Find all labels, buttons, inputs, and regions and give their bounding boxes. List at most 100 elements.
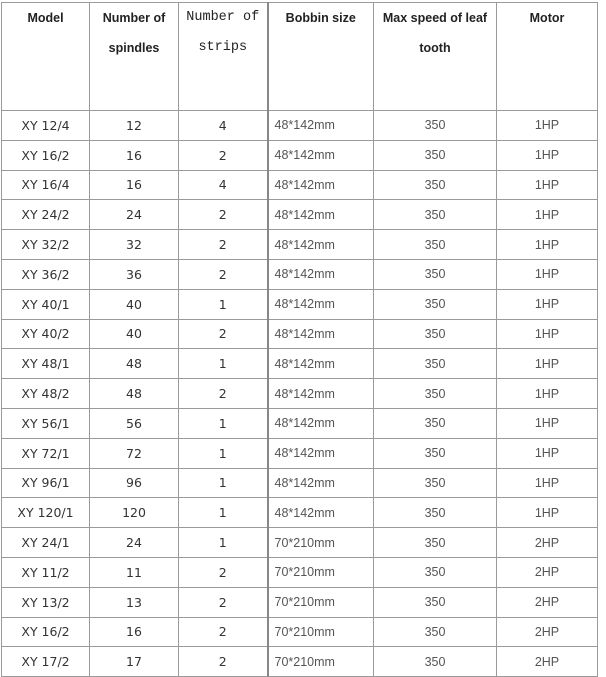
table-row: XY 12/4 12 4 48*142mm 350 1HP [1, 110, 598, 141]
cell-spindles: 24 [89, 199, 179, 231]
cell-motor: 1HP [496, 139, 598, 171]
cell-motor: 1HP [496, 378, 598, 409]
cell-bobbin-size: 48*142mm [266, 437, 374, 469]
cell-max-speed: 350 [373, 288, 497, 320]
cell-model: XY 56/1 [1, 407, 90, 439]
cell-spindles: 48 [89, 348, 179, 380]
cell-motor: 2HP [496, 527, 598, 558]
table-body: XY 12/4 12 4 48*142mm 350 1HP XY 16/2 16 2 48*142… [1, 110, 598, 677]
cell-max-speed: 350 [373, 139, 497, 171]
cell-motor: 1HP [496, 199, 598, 231]
cell-max-speed: 350 [373, 437, 497, 469]
cell-motor: 2HP [496, 616, 598, 648]
cell-bobbin-size: 48*142mm [266, 407, 374, 439]
cell-max-speed: 350 [373, 169, 497, 201]
header-line: Number of [186, 10, 260, 25]
cell-motor: 1HP [496, 288, 598, 320]
cell-motor: 1HP [496, 348, 598, 380]
cell-strips: 1 [178, 437, 268, 469]
cell-motor: 2HP [496, 646, 598, 677]
cell-max-speed: 350 [373, 378, 497, 409]
cell-spindles: 120 [89, 497, 179, 529]
cell-motor: 1HP [496, 407, 598, 439]
cell-spindles: 17 [89, 646, 179, 677]
table-row: XY 40/1 40 1 48*142mm 350 1HP [1, 288, 598, 320]
cell-strips: 4 [178, 169, 268, 201]
cell-max-speed: 350 [373, 586, 497, 618]
cell-spindles: 16 [89, 616, 179, 648]
table-row: XY 17/2 17 2 70*210mm 350 2HP [1, 646, 598, 677]
cell-motor: 2HP [496, 586, 598, 618]
cell-max-speed: 350 [373, 110, 497, 141]
cell-model: XY 48/2 [1, 378, 90, 409]
cell-max-speed: 350 [373, 497, 497, 529]
cell-strips: 2 [178, 378, 268, 409]
cell-max-speed: 350 [373, 407, 497, 439]
cell-spindles: 40 [89, 318, 179, 350]
table-row: XY 72/1 72 1 48*142mm 350 1HP [1, 437, 598, 469]
cell-bobbin-size: 48*142mm [266, 288, 374, 320]
table-row: XY 13/2 13 2 70*210mm 350 2HP [1, 586, 598, 618]
cell-model: XY 120/1 [1, 497, 90, 529]
cell-spindles: 16 [89, 139, 179, 171]
cell-model: XY 40/1 [1, 288, 90, 320]
cell-spindles: 48 [89, 378, 179, 409]
cell-max-speed: 350 [373, 318, 497, 350]
cell-bobbin-size: 48*142mm [266, 258, 374, 290]
cell-strips: 1 [178, 407, 268, 439]
header-line: Number of [102, 11, 166, 25]
table-row: XY 48/2 48 2 48*142mm 350 1HP [1, 378, 598, 409]
cell-model: XY 24/2 [1, 199, 90, 231]
cell-strips: 1 [178, 497, 268, 529]
cell-strips: 2 [178, 616, 268, 648]
cell-max-speed: 350 [373, 258, 497, 290]
cell-bobbin-size: 70*210mm [266, 527, 374, 558]
cell-strips: 1 [178, 288, 268, 320]
cell-spindles: 36 [89, 258, 179, 290]
cell-max-speed: 350 [373, 348, 497, 380]
header-line: Bobbin size [285, 11, 356, 25]
table-row: XY 16/2 16 2 70*210mm 350 2HP [1, 616, 598, 648]
cell-model: XY 13/2 [1, 586, 90, 618]
table-row: XY 48/1 48 1 48*142mm 350 1HP [1, 348, 598, 380]
header-motor: Motor [496, 2, 598, 111]
cell-bobbin-size: 70*210mm [266, 556, 374, 588]
cell-model: XY 11/2 [1, 556, 90, 588]
cell-spindles: 16 [89, 169, 179, 201]
cell-strips: 2 [178, 646, 268, 677]
cell-bobbin-size: 48*142mm [266, 199, 374, 231]
table-row: XY 16/2 16 2 48*142mm 350 1HP [1, 139, 598, 171]
cell-strips: 1 [178, 348, 268, 380]
table-row: XY 32/2 32 2 48*142mm 350 1HP [1, 229, 598, 260]
cell-model: XY 32/2 [1, 229, 90, 260]
cell-strips: 1 [178, 527, 268, 558]
header-line: strips [198, 40, 248, 55]
cell-motor: 1HP [496, 258, 598, 290]
header-model: Model [1, 2, 90, 111]
cell-bobbin-size: 70*210mm [266, 586, 374, 618]
cell-motor: 1HP [496, 318, 598, 350]
cell-bobbin-size: 48*142mm [266, 378, 374, 409]
cell-strips: 2 [178, 318, 268, 350]
cell-model: XY 24/1 [1, 527, 90, 558]
header-max-speed: Max speed of leaf tooth [373, 2, 497, 111]
cell-spindles: 96 [89, 467, 179, 499]
cell-bobbin-size: 70*210mm [266, 616, 374, 648]
cell-strips: 2 [178, 229, 268, 260]
table-row: XY 96/1 96 1 48*142mm 350 1HP [1, 467, 598, 499]
cell-max-speed: 350 [373, 646, 497, 677]
table-row: XY 16/4 16 4 48*142mm 350 1HP [1, 169, 598, 201]
header-row: Model Number of spindles Number of strips Bob… [1, 2, 598, 111]
cell-bobbin-size: 48*142mm [266, 139, 374, 171]
table-row: XY 40/2 40 2 48*142mm 350 1HP [1, 318, 598, 350]
header-line: Model [27, 11, 64, 25]
cell-strips: 2 [178, 586, 268, 618]
table-row: XY 24/2 24 2 48*142mm 350 1HP [1, 199, 598, 231]
cell-spindles: 24 [89, 527, 179, 558]
cell-spindles: 56 [89, 407, 179, 439]
cell-model: XY 12/4 [1, 110, 90, 141]
cell-max-speed: 350 [373, 229, 497, 260]
cell-model: XY 96/1 [1, 467, 90, 499]
cell-spindles: 12 [89, 110, 179, 141]
cell-motor: 1HP [496, 229, 598, 260]
